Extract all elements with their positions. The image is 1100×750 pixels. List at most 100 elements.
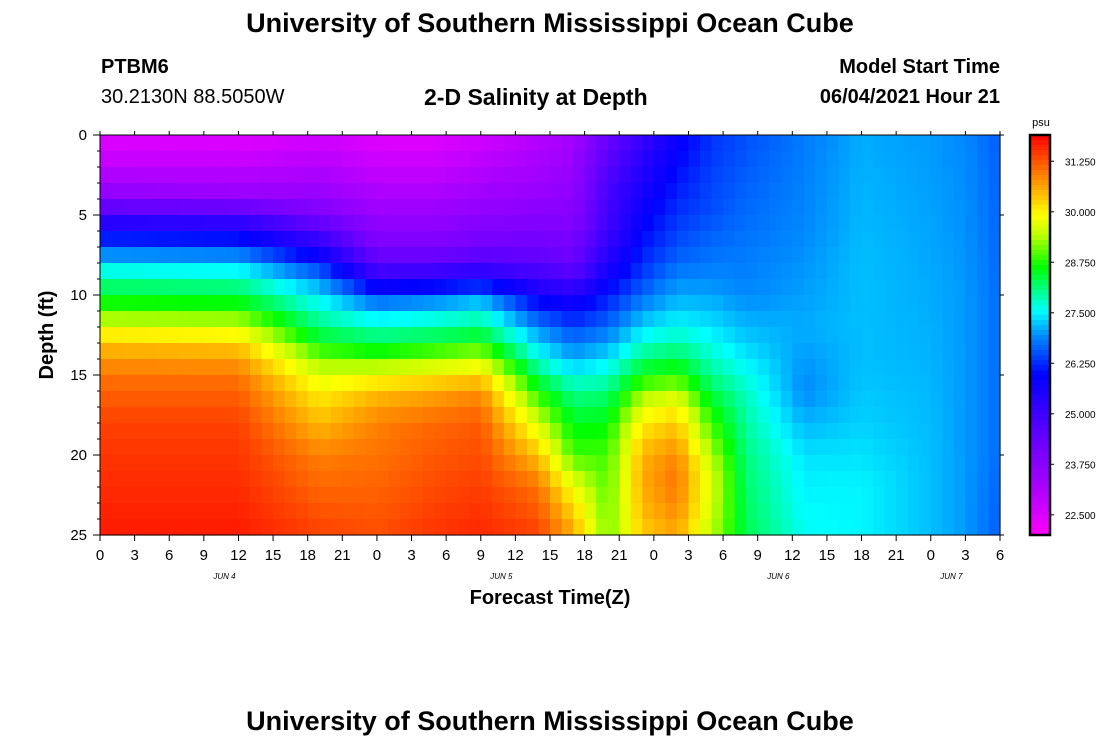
heatmap-cell — [203, 215, 216, 232]
heatmap-cell — [700, 183, 713, 200]
heatmap-cell — [607, 263, 620, 280]
heatmap-cell — [469, 439, 482, 456]
heatmap-cell — [942, 231, 955, 248]
heatmap-cell — [376, 199, 390, 216]
colorbar-segment — [1030, 320, 1050, 326]
heatmap-cell — [619, 263, 632, 280]
heatmap-cell — [619, 279, 632, 296]
heatmap-cell — [850, 519, 863, 536]
heatmap-cell — [319, 279, 332, 296]
heatmap-cell — [411, 487, 424, 504]
heatmap-cell — [515, 311, 528, 328]
heatmap-cell — [307, 215, 320, 232]
heatmap-cell — [965, 327, 978, 344]
heatmap-cell — [723, 183, 736, 200]
heatmap-cell — [261, 279, 274, 296]
heatmap-cell — [538, 391, 551, 408]
heatmap-cell — [607, 391, 620, 408]
heatmap-cell — [711, 183, 724, 200]
heatmap-cell — [307, 311, 320, 328]
heatmap-cell — [215, 471, 228, 488]
heatmap-cell — [965, 231, 978, 248]
heatmap-cell — [480, 455, 493, 472]
heatmap-cell — [157, 359, 170, 376]
heatmap-cell — [861, 167, 874, 184]
heatmap-cell — [792, 455, 805, 472]
heatmap-cell — [850, 167, 863, 184]
heatmap-cell — [538, 215, 551, 232]
heatmap-cell — [434, 519, 447, 536]
heatmap-cell — [423, 487, 436, 504]
heatmap-cell — [503, 343, 516, 360]
colorbar-segment — [1030, 300, 1050, 306]
heatmap-cell — [711, 343, 724, 360]
heatmap-cell — [388, 135, 401, 152]
heatmap-cell — [123, 359, 136, 376]
heatmap-cell — [884, 391, 897, 408]
heatmap-cell — [469, 327, 482, 344]
heatmap-cell — [400, 231, 413, 248]
heatmap-cell — [376, 359, 390, 376]
heatmap-cell — [111, 327, 124, 344]
heatmap-cell — [930, 343, 943, 360]
heatmap-cell — [365, 327, 378, 344]
heatmap-cell — [930, 183, 943, 200]
heatmap-cell — [192, 375, 205, 392]
colorbar-segment — [1030, 460, 1050, 466]
heatmap-cell — [342, 423, 355, 440]
heatmap-cell — [780, 487, 793, 504]
heatmap-cell — [526, 391, 540, 408]
heatmap-cell — [653, 263, 666, 280]
heatmap-cell — [434, 247, 447, 264]
heatmap-cell — [607, 247, 620, 264]
heatmap-cell — [503, 247, 516, 264]
heatmap-cell — [815, 519, 828, 536]
heatmap-cell — [803, 327, 816, 344]
heatmap-cell — [607, 279, 620, 296]
heatmap-cell — [988, 247, 1001, 264]
colorbar-tick-label: 28.750 — [1065, 258, 1096, 269]
heatmap-cell — [838, 311, 851, 328]
heatmap-cell — [411, 359, 424, 376]
heatmap-cell — [665, 263, 678, 280]
heatmap-cell — [780, 391, 793, 408]
heatmap-cell — [757, 455, 770, 472]
heatmap-cell — [111, 247, 124, 264]
heatmap-cell — [561, 519, 574, 536]
heatmap-cell — [180, 295, 193, 312]
heatmap-cell — [630, 423, 643, 440]
heatmap-cell — [376, 327, 390, 344]
heatmap-cell — [388, 423, 401, 440]
heatmap-cell — [503, 231, 516, 248]
date-label: JUN 5 — [489, 572, 513, 581]
heatmap-cell — [838, 519, 851, 536]
heatmap-cell — [838, 135, 851, 152]
heatmap-cell — [953, 183, 966, 200]
heatmap-cell — [803, 423, 816, 440]
heatmap-cell — [134, 423, 147, 440]
heatmap-cell — [157, 311, 170, 328]
heatmap-cell — [942, 135, 955, 152]
heatmap-cell — [676, 439, 690, 456]
heatmap-cell — [838, 327, 851, 344]
heatmap-cell — [353, 311, 366, 328]
heatmap-cell — [884, 263, 897, 280]
heatmap-cell — [250, 439, 263, 456]
heatmap-cell — [700, 503, 713, 520]
heatmap-cell — [538, 151, 551, 168]
colorbar-tick-label: 31.250 — [1065, 157, 1096, 168]
heatmap-cell — [446, 471, 459, 488]
heatmap-cell — [619, 487, 632, 504]
heatmap-cell — [850, 359, 863, 376]
heatmap-cell — [757, 295, 770, 312]
heatmap-cell — [330, 391, 343, 408]
heatmap-cell — [896, 199, 909, 216]
heatmap-cell — [838, 471, 851, 488]
heatmap-cell — [630, 471, 643, 488]
heatmap-cell — [226, 455, 240, 472]
heatmap-cell — [100, 279, 113, 296]
heatmap-cell — [780, 471, 793, 488]
heatmap-cell — [919, 279, 932, 296]
heatmap-cell — [815, 343, 828, 360]
heatmap-cell — [261, 135, 274, 152]
